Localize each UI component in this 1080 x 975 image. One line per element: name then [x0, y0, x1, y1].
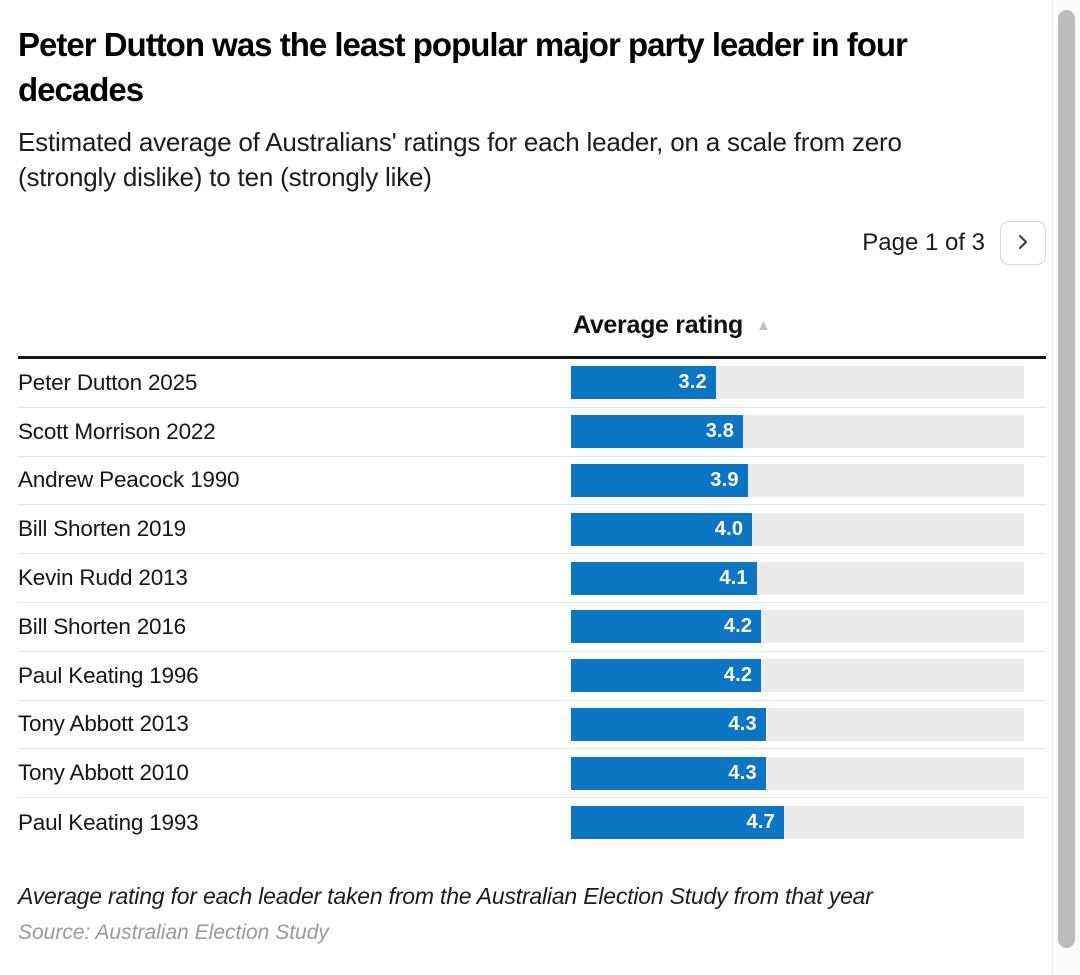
- rating-bar: 4.0: [571, 512, 753, 546]
- rating-bar-track: 4.0: [571, 512, 1024, 546]
- rating-bar: 4.2: [571, 610, 762, 644]
- rating-value: 4.0: [714, 517, 744, 540]
- rating-bar: 4.2: [571, 659, 762, 693]
- scrollbar[interactable]: [1052, 0, 1080, 975]
- title-line-2: decades: [18, 71, 144, 108]
- table-row: Andrew Peacock 1990 3.9: [18, 457, 1046, 506]
- rating-bar-track: 4.2: [571, 659, 1024, 693]
- leader-label: Paul Keating 1993: [18, 809, 199, 835]
- rating-bar: 3.9: [571, 463, 748, 497]
- subtitle-line-2: (strongly dislike) to ten (strongly like…: [18, 162, 432, 192]
- leader-label: Kevin Rudd 2013: [18, 565, 188, 591]
- page-indicator: Page 1 of 3: [862, 229, 985, 256]
- rating-bar-track: 4.7: [571, 806, 1024, 840]
- leader-label: Tony Abbott 2013: [18, 711, 189, 737]
- ratings-table: Peter Dutton 2025 3.2 Scott Morrison 202…: [18, 356, 1046, 847]
- rating-value: 3.9: [710, 468, 739, 491]
- sort-ascending-icon: ▲: [755, 317, 771, 334]
- next-page-button[interactable]: [1000, 221, 1046, 265]
- rating-value: 4.2: [723, 615, 753, 638]
- rating-bar: 4.3: [571, 756, 766, 790]
- leader-label: Tony Abbott 2010: [18, 760, 189, 786]
- column-header-average-rating[interactable]: Average rating ▲: [18, 311, 1046, 356]
- leader-label: Paul Keating 1996: [18, 662, 199, 688]
- pagination: Page 1 of 3: [18, 221, 1046, 265]
- table-row: Bill Shorten 2019 4.0: [18, 505, 1046, 555]
- rating-bar: 3.8: [571, 415, 744, 449]
- table-row: Tony Abbott 2010 4.3: [18, 749, 1046, 799]
- rating-bar: 4.3: [571, 707, 766, 741]
- chart-embed: Peter Dutton was the least popular major…: [18, 22, 1046, 944]
- leader-label: Bill Shorten 2019: [18, 516, 186, 542]
- rating-bar-track: 4.2: [571, 610, 1024, 644]
- chevron-right-icon: [1015, 234, 1031, 253]
- subtitle-line-1: Estimated average of Australians' rating…: [18, 127, 902, 157]
- rating-bar-track: 3.9: [571, 463, 1024, 497]
- rating-value: 3.8: [705, 420, 735, 443]
- table-row: Tony Abbott 2013 4.3: [18, 701, 1046, 750]
- leader-label: Scott Morrison 2022: [18, 418, 216, 444]
- rating-bar: 3.2: [571, 366, 716, 400]
- rating-bar: 4.7: [571, 806, 784, 840]
- rating-bar-track: 3.2: [571, 366, 1024, 400]
- footnote: Average rating for each leader taken fro…: [18, 882, 873, 909]
- rating-bar-track: 4.3: [571, 707, 1024, 741]
- scrollbar-thumb[interactable]: [1058, 10, 1075, 948]
- column-header-label: Average rating: [573, 311, 743, 339]
- table-row: Scott Morrison 2022 3.8: [18, 408, 1046, 457]
- table-row: Kevin Rudd 2013 4.1: [18, 554, 1046, 603]
- rating-value: 4.7: [746, 811, 775, 834]
- rating-bar-track: 4.3: [571, 756, 1024, 790]
- table-row: Paul Keating 1993 4.7: [18, 798, 1046, 847]
- rating-value: 4.1: [719, 566, 748, 589]
- leader-label: Bill Shorten 2016: [18, 613, 186, 639]
- leader-label: Andrew Peacock 1990: [18, 467, 240, 493]
- rating-value: 4.2: [723, 664, 753, 687]
- rating-bar-track: 4.1: [571, 561, 1024, 595]
- rating-value: 3.2: [678, 371, 707, 394]
- table-row: Peter Dutton 2025 3.2: [18, 359, 1046, 408]
- rating-bar-track: 3.8: [571, 415, 1024, 449]
- rating-value: 4.3: [728, 761, 757, 784]
- page-title: Peter Dutton was the least popular major…: [18, 22, 1046, 112]
- rating-value: 4.3: [728, 712, 757, 735]
- rating-bar: 4.1: [571, 561, 757, 595]
- table-row: Paul Keating 1996 4.2: [18, 652, 1046, 701]
- leader-label: Peter Dutton 2025: [18, 369, 198, 395]
- title-line-1: Peter Dutton was the least popular major…: [18, 26, 908, 63]
- source-credit: Source: Australian Election Study: [18, 920, 329, 944]
- table-row: Bill Shorten 2016 4.2: [18, 603, 1046, 652]
- page-subtitle: Estimated average of Australians' rating…: [18, 125, 1046, 195]
